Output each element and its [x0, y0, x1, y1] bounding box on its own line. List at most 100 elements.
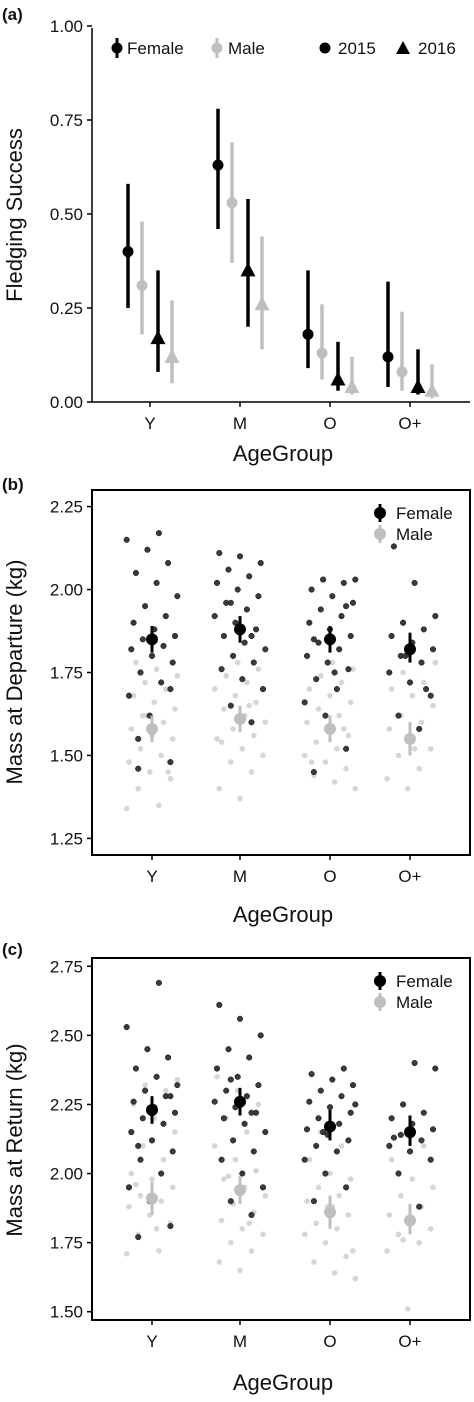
raw-point-male — [142, 1082, 148, 1088]
raw-point-male — [345, 1212, 352, 1218]
raw-point-female — [153, 1073, 160, 1080]
raw-point-female — [135, 765, 142, 772]
raw-point-female — [400, 1101, 407, 1108]
raw-point-female — [395, 712, 402, 719]
raw-point-female — [390, 1134, 397, 1141]
panel-a-ticks: 0.00 0.25 0.50 0.75 1.00 Y M O O+ — [50, 17, 470, 433]
raw-point-female — [326, 1104, 334, 1111]
raw-point-male — [234, 659, 241, 666]
raw-point-male — [221, 1176, 227, 1182]
raw-point-female — [395, 1170, 402, 1177]
raw-point-male — [331, 779, 338, 785]
raw-point-male — [133, 1181, 139, 1188]
raw-point-male — [126, 759, 132, 765]
raw-point-male — [409, 1176, 416, 1182]
raw-point-female — [137, 669, 144, 676]
point-male-mean — [146, 1192, 158, 1205]
raw-point-female — [306, 1098, 313, 1105]
raw-point-female — [418, 1137, 425, 1144]
point-male-mean — [404, 732, 416, 745]
raw-point-female — [169, 659, 176, 666]
panel-b-xlabel: AgeGroup — [233, 902, 333, 927]
point-male-2015 — [226, 197, 238, 209]
raw-point-female — [310, 636, 317, 643]
raw-point-female — [338, 1093, 345, 1100]
raw-point-male — [140, 712, 146, 719]
legend-male-label: Male — [396, 993, 433, 1012]
raw-point-female — [246, 1054, 253, 1061]
raw-point-male — [237, 795, 243, 802]
raw-point-female — [306, 619, 313, 626]
panel-a: (a) 0.00 0.25 0.50 0.75 1.00 Y M O O+ AgeGroup F… — [2, 5, 470, 466]
xtick-label: Y — [146, 1332, 157, 1351]
raw-point-male — [169, 1184, 176, 1191]
raw-point-male — [262, 1192, 269, 1199]
raw-point-female — [262, 1129, 269, 1136]
xtick-label: Y — [146, 867, 157, 886]
legend-female-label: Female — [127, 39, 184, 58]
panel-c-marks — [123, 979, 439, 1312]
raw-point-female — [345, 666, 352, 673]
raw-point-female — [420, 1109, 427, 1116]
raw-point-male — [223, 673, 229, 679]
raw-point-female — [315, 1115, 322, 1122]
raw-point-male — [327, 692, 333, 699]
raw-point-female — [322, 1170, 329, 1177]
raw-point-male — [384, 1248, 390, 1254]
raw-point-male — [232, 692, 239, 699]
raw-point-male — [315, 706, 322, 712]
raw-point-female — [259, 1184, 267, 1191]
raw-point-female — [420, 626, 427, 633]
raw-point-female — [397, 1131, 404, 1138]
raw-point-female — [331, 669, 338, 676]
raw-point-male — [174, 1076, 181, 1083]
raw-point-male — [151, 699, 158, 706]
panel-c-ticks: 1.50 1.75 2.00 2.25 2.50 2.75 Y M O O+ — [50, 957, 422, 1351]
panel-a-legend: Female Male 2015 2016 — [111, 38, 456, 58]
raw-point-male — [140, 1143, 146, 1149]
raw-point-male — [322, 759, 329, 765]
ytick-label: 1.00 — [50, 17, 83, 36]
raw-point-male — [128, 1170, 135, 1177]
point-female-2015 — [212, 159, 224, 171]
raw-point-female — [130, 1098, 137, 1105]
raw-point-female — [338, 613, 345, 620]
raw-point-male — [237, 1267, 243, 1274]
raw-point-male — [430, 702, 436, 709]
raw-point-female — [343, 1184, 350, 1191]
raw-point-female — [125, 1184, 133, 1191]
xtick-label: M — [233, 867, 247, 886]
point-male-mean — [324, 1206, 336, 1219]
point-female-mean — [146, 633, 158, 646]
panel-b-marks — [123, 530, 439, 812]
raw-point-female — [388, 1115, 395, 1122]
legend-female-marker — [374, 507, 386, 519]
raw-point-female — [139, 1115, 146, 1122]
raw-point-female — [230, 652, 237, 659]
ytick-label: 0.00 — [50, 393, 83, 412]
raw-point-male — [334, 746, 340, 752]
raw-point-female — [336, 1120, 343, 1127]
raw-point-male — [160, 719, 167, 726]
raw-point-female — [406, 1148, 414, 1155]
point-male-2015 — [396, 366, 408, 378]
raw-point-female — [123, 1024, 130, 1031]
legend-2016-label: 2016 — [418, 39, 456, 58]
point-female-mean — [324, 633, 336, 646]
raw-point-female — [239, 1170, 246, 1177]
raw-point-female — [386, 669, 393, 676]
raw-point-female — [218, 666, 225, 673]
raw-point-female — [128, 1129, 135, 1136]
raw-point-male — [244, 679, 250, 686]
raw-point-female — [343, 745, 350, 752]
raw-point-male — [427, 746, 434, 752]
raw-point-male — [165, 769, 171, 775]
raw-point-male — [409, 692, 416, 699]
panel-b-legend: Female Male — [374, 504, 453, 544]
raw-point-female — [320, 1129, 327, 1136]
point-female-mean — [234, 623, 246, 636]
raw-point-female — [345, 1137, 352, 1144]
point-female-2015 — [302, 328, 314, 340]
raw-point-female — [171, 632, 179, 640]
raw-point-male — [329, 659, 336, 666]
